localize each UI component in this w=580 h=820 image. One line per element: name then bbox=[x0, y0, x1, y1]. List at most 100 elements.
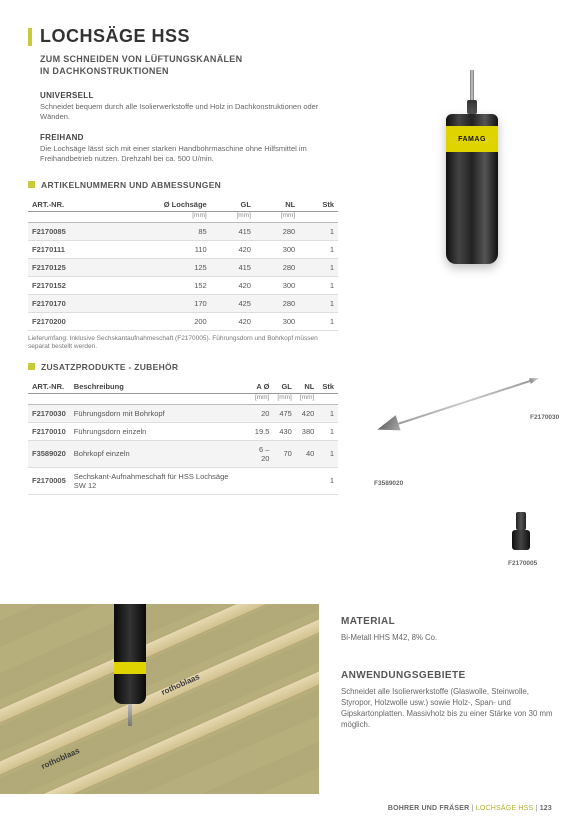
cell: 1 bbox=[299, 294, 338, 312]
feature-list: UNIVERSELL Schneidet bequem durch alle I… bbox=[40, 91, 320, 164]
cell bbox=[273, 467, 295, 494]
unit bbox=[318, 393, 338, 404]
product-main-image: FAMAG bbox=[442, 70, 502, 270]
cell: 1 bbox=[299, 276, 338, 294]
col-gl: GL bbox=[273, 378, 295, 394]
col-gl: GL bbox=[211, 196, 255, 212]
cell: 19.5 bbox=[245, 422, 273, 440]
cell: 1 bbox=[318, 404, 338, 422]
table-row: F2170005Sechskant-Aufnahmeschaft für HSS… bbox=[28, 467, 338, 494]
unit bbox=[28, 393, 70, 404]
cell: F2170010 bbox=[28, 422, 70, 440]
feature-item: UNIVERSELL Schneidet bequem durch alle I… bbox=[40, 91, 320, 122]
table-row: F21701701704252801 bbox=[28, 294, 338, 312]
accessory-label: F2170005 bbox=[508, 560, 537, 567]
footer-category: BOHRER UND FRÄSER bbox=[388, 805, 470, 812]
page-footer: BOHRER UND FRÄSER | LOCHSÄGE HSS | 123 bbox=[388, 805, 552, 812]
cell: 1 bbox=[299, 258, 338, 276]
application-block: ANWENDUNGSGEBIETE Schneidet alle Isolier… bbox=[341, 670, 558, 731]
table-note: Lieferumfang: Inklusive Sechskantaufnahm… bbox=[28, 335, 338, 352]
info-column: MATERIAL Bi-Metall HHS M42, 8% Co. ANWEN… bbox=[319, 604, 580, 794]
col-artnr: ART.-NR. bbox=[28, 378, 70, 394]
table-row: F3589020Bohrkopf einzeln6 – 2070401 bbox=[28, 440, 338, 467]
accessory-label: F2170030 bbox=[530, 414, 559, 421]
cell: 1 bbox=[318, 440, 338, 467]
cell: 170 bbox=[110, 294, 210, 312]
section-title: ZUSATZPRODUKTE - ZUBEHÖR bbox=[41, 362, 178, 372]
square-bullet-icon bbox=[28, 181, 35, 188]
table-row: F21701111104203001 bbox=[28, 240, 338, 258]
col-nl: NL bbox=[255, 196, 299, 212]
cell: 40 bbox=[296, 440, 318, 467]
cell bbox=[296, 467, 318, 494]
tool-spindle-icon bbox=[470, 70, 474, 100]
square-bullet-icon bbox=[28, 363, 35, 370]
cell: Führungsdorn mit Bohrkopf bbox=[70, 404, 245, 422]
cell: 420 bbox=[211, 240, 255, 258]
footer-product: LOCHSÄGE HSS bbox=[476, 805, 534, 812]
cell: 125 bbox=[110, 258, 210, 276]
cell: F2170200 bbox=[28, 312, 110, 330]
cell: 380 bbox=[296, 422, 318, 440]
unit: [mm] bbox=[296, 393, 318, 404]
tool-chuck-icon bbox=[467, 100, 477, 114]
col-artnr: ART.-NR. bbox=[28, 196, 110, 212]
cell: 300 bbox=[255, 276, 299, 294]
col-nl: NL bbox=[296, 378, 318, 394]
col-ad: A Ø bbox=[245, 378, 273, 394]
cell: 152 bbox=[110, 276, 210, 294]
feature-heading: FREIHAND bbox=[40, 133, 320, 142]
tool-in-photo-icon bbox=[110, 604, 150, 734]
cell: 415 bbox=[211, 222, 255, 240]
table-row: F21702002004203001 bbox=[28, 312, 338, 330]
accessory-images: F2170030 F3589020 F2170005 bbox=[370, 420, 560, 580]
dimensions-table: ART.-NR. Ø Lochsäge GL NL Stk [mm] [mm] … bbox=[28, 196, 338, 331]
cell: 70 bbox=[273, 440, 295, 467]
cell: 1 bbox=[299, 222, 338, 240]
material-text: Bi-Metall HHS M42, 8% Co. bbox=[341, 633, 558, 644]
cell: Bohrkopf einzeln bbox=[70, 440, 245, 467]
table-row: F2170085854152801 bbox=[28, 222, 338, 240]
footer-page: 123 bbox=[540, 805, 552, 812]
accessories-table: ART.-NR. Beschreibung A Ø GL NL Stk [mm]… bbox=[28, 378, 338, 495]
material-heading: MATERIAL bbox=[341, 616, 558, 627]
cell: 110 bbox=[110, 240, 210, 258]
table-row: F21701521524203001 bbox=[28, 276, 338, 294]
cell: 425 bbox=[211, 294, 255, 312]
hex-shank-icon bbox=[510, 512, 532, 556]
unit: [mm] bbox=[211, 211, 255, 222]
col-diameter: Ø Lochsäge bbox=[110, 196, 210, 212]
unit bbox=[28, 211, 110, 222]
cell: 475 bbox=[273, 404, 295, 422]
cell: F2170170 bbox=[28, 294, 110, 312]
table-row: F21701251254152801 bbox=[28, 258, 338, 276]
cell bbox=[245, 467, 273, 494]
feature-text: Schneidet bequem durch alle Isolierwerks… bbox=[40, 102, 320, 122]
unit: [mm] bbox=[110, 211, 210, 222]
cell: F2170152 bbox=[28, 276, 110, 294]
subtitle-line2: IN DACHKONSTRUKTIONEN bbox=[40, 66, 169, 76]
unit bbox=[70, 393, 245, 404]
unit bbox=[299, 211, 338, 222]
table-row: F2170030Führungsdorn mit Bohrkopf2047542… bbox=[28, 404, 338, 422]
cell: 280 bbox=[255, 222, 299, 240]
application-text: Schneidet alle Isolierwerkstoffe (Glaswo… bbox=[341, 687, 558, 731]
cell: 430 bbox=[273, 422, 295, 440]
tool-body-icon: FAMAG bbox=[446, 114, 498, 264]
col-stk: Stk bbox=[299, 196, 338, 212]
cell: 1 bbox=[318, 467, 338, 494]
cell: 1 bbox=[299, 312, 338, 330]
title-accent-bar bbox=[28, 28, 32, 46]
cell: 280 bbox=[255, 294, 299, 312]
bottom-section: rothoblaas rothoblaas MATERIAL Bi-Metall… bbox=[0, 604, 580, 794]
cell: 1 bbox=[318, 422, 338, 440]
cell: 300 bbox=[255, 312, 299, 330]
feature-heading: UNIVERSELL bbox=[40, 91, 320, 100]
feature-text: Die Lochsäge lässt sich mit einer starke… bbox=[40, 144, 320, 164]
col-desc: Beschreibung bbox=[70, 378, 245, 394]
accessory-label: F3589020 bbox=[374, 480, 403, 487]
cell: 6 – 20 bbox=[245, 440, 273, 467]
cell: 85 bbox=[110, 222, 210, 240]
cell: 300 bbox=[255, 240, 299, 258]
cell: F2170085 bbox=[28, 222, 110, 240]
